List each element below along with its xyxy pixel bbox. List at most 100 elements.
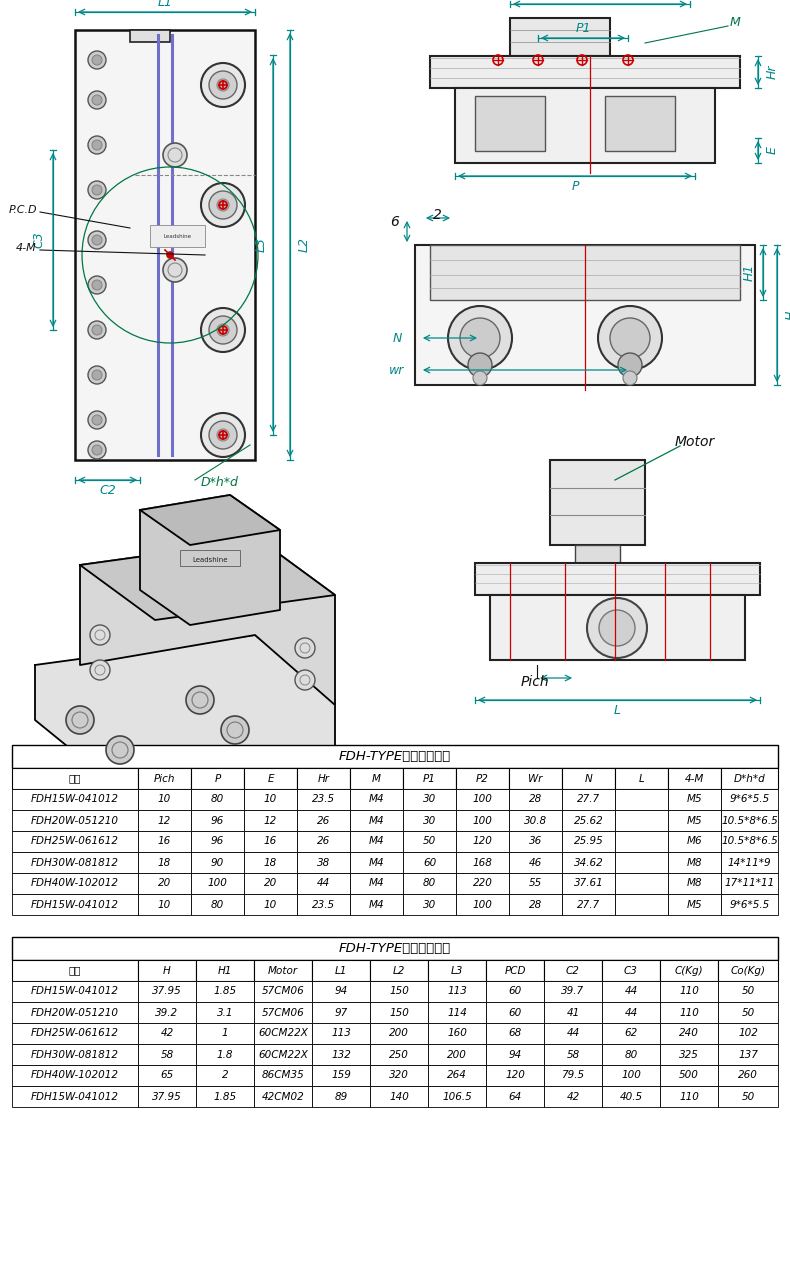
Bar — [415, 246, 755, 385]
Bar — [403, 831, 456, 852]
Bar — [403, 874, 456, 894]
Bar — [244, 894, 297, 914]
Text: 110: 110 — [679, 1091, 699, 1101]
Bar — [544, 1044, 602, 1065]
Text: M4: M4 — [369, 857, 384, 867]
Bar — [455, 88, 715, 162]
Bar — [509, 894, 562, 914]
Text: 30: 30 — [423, 816, 436, 825]
Bar — [718, 1023, 778, 1044]
Text: H1: H1 — [743, 263, 755, 281]
Text: 100: 100 — [208, 879, 228, 889]
Bar — [370, 981, 428, 1001]
Bar — [370, 1086, 428, 1108]
Circle shape — [92, 445, 102, 455]
Text: Hr: Hr — [318, 774, 329, 784]
Bar — [721, 789, 778, 810]
Text: 110: 110 — [679, 1008, 699, 1018]
Text: 120: 120 — [472, 836, 492, 847]
Bar — [486, 961, 544, 981]
Bar — [12, 874, 138, 894]
Bar — [550, 460, 645, 545]
Bar — [544, 961, 602, 981]
Polygon shape — [35, 634, 335, 785]
Circle shape — [610, 318, 650, 358]
Text: 80: 80 — [423, 879, 436, 889]
Bar — [615, 810, 668, 831]
Text: 42CM02: 42CM02 — [261, 1091, 304, 1101]
Text: 96: 96 — [211, 816, 224, 825]
Circle shape — [90, 660, 110, 680]
Text: 106.5: 106.5 — [442, 1091, 472, 1101]
Bar — [350, 810, 403, 831]
Bar — [615, 789, 668, 810]
Text: 96: 96 — [211, 836, 224, 847]
Text: M5: M5 — [687, 816, 702, 825]
Bar — [602, 981, 660, 1001]
Text: P2: P2 — [592, 0, 608, 1]
Circle shape — [92, 95, 102, 105]
Circle shape — [90, 625, 110, 645]
Text: 137: 137 — [738, 1050, 758, 1059]
Text: 50: 50 — [741, 1008, 754, 1018]
Bar — [12, 789, 138, 810]
Bar — [544, 981, 602, 1001]
Text: 18: 18 — [264, 857, 277, 867]
Text: C3: C3 — [32, 231, 46, 248]
Bar — [244, 789, 297, 810]
Circle shape — [106, 735, 134, 764]
Text: 113: 113 — [331, 1028, 351, 1039]
Text: 30: 30 — [423, 794, 436, 804]
Bar — [718, 1086, 778, 1108]
Bar — [562, 767, 615, 789]
Bar — [486, 1044, 544, 1065]
Circle shape — [88, 321, 106, 339]
Circle shape — [598, 306, 662, 370]
Text: 97: 97 — [334, 1008, 348, 1018]
Text: FDH20W-051210: FDH20W-051210 — [31, 1008, 119, 1018]
Bar — [12, 1001, 138, 1023]
Text: 264: 264 — [447, 1071, 467, 1081]
Text: 44: 44 — [566, 1028, 580, 1039]
Text: 10: 10 — [264, 794, 277, 804]
Circle shape — [217, 324, 229, 336]
Circle shape — [88, 411, 106, 428]
Text: E: E — [766, 147, 778, 155]
Bar — [138, 810, 191, 831]
Bar — [244, 810, 297, 831]
Bar — [490, 595, 745, 660]
Bar — [254, 961, 312, 981]
Bar — [668, 789, 721, 810]
Text: 42: 42 — [160, 1028, 174, 1039]
Text: 44: 44 — [624, 1008, 638, 1018]
Bar — [509, 852, 562, 874]
Bar — [615, 894, 668, 914]
Text: 89: 89 — [334, 1091, 348, 1101]
Text: 3.1: 3.1 — [216, 1008, 233, 1018]
Bar — [130, 29, 170, 42]
Bar — [562, 789, 615, 810]
Bar — [191, 874, 244, 894]
Bar — [244, 767, 297, 789]
Bar — [486, 1023, 544, 1044]
Text: 140: 140 — [389, 1091, 409, 1101]
Text: M: M — [372, 774, 381, 784]
Bar — [605, 96, 675, 151]
Text: 58: 58 — [160, 1050, 174, 1059]
Text: L2: L2 — [393, 966, 405, 976]
Bar — [254, 1086, 312, 1108]
Text: L3: L3 — [451, 966, 463, 976]
Text: 160: 160 — [447, 1028, 467, 1039]
Text: M5: M5 — [687, 899, 702, 909]
Text: 50: 50 — [741, 1091, 754, 1101]
Text: 100: 100 — [472, 816, 492, 825]
Text: 120: 120 — [505, 1071, 525, 1081]
Bar — [350, 894, 403, 914]
Text: 38: 38 — [317, 857, 330, 867]
Circle shape — [217, 200, 229, 211]
Text: 27.7: 27.7 — [577, 794, 600, 804]
Bar — [138, 1001, 196, 1023]
Bar — [403, 789, 456, 810]
Text: D*h*d: D*h*d — [201, 476, 239, 489]
Text: 94: 94 — [334, 986, 348, 996]
